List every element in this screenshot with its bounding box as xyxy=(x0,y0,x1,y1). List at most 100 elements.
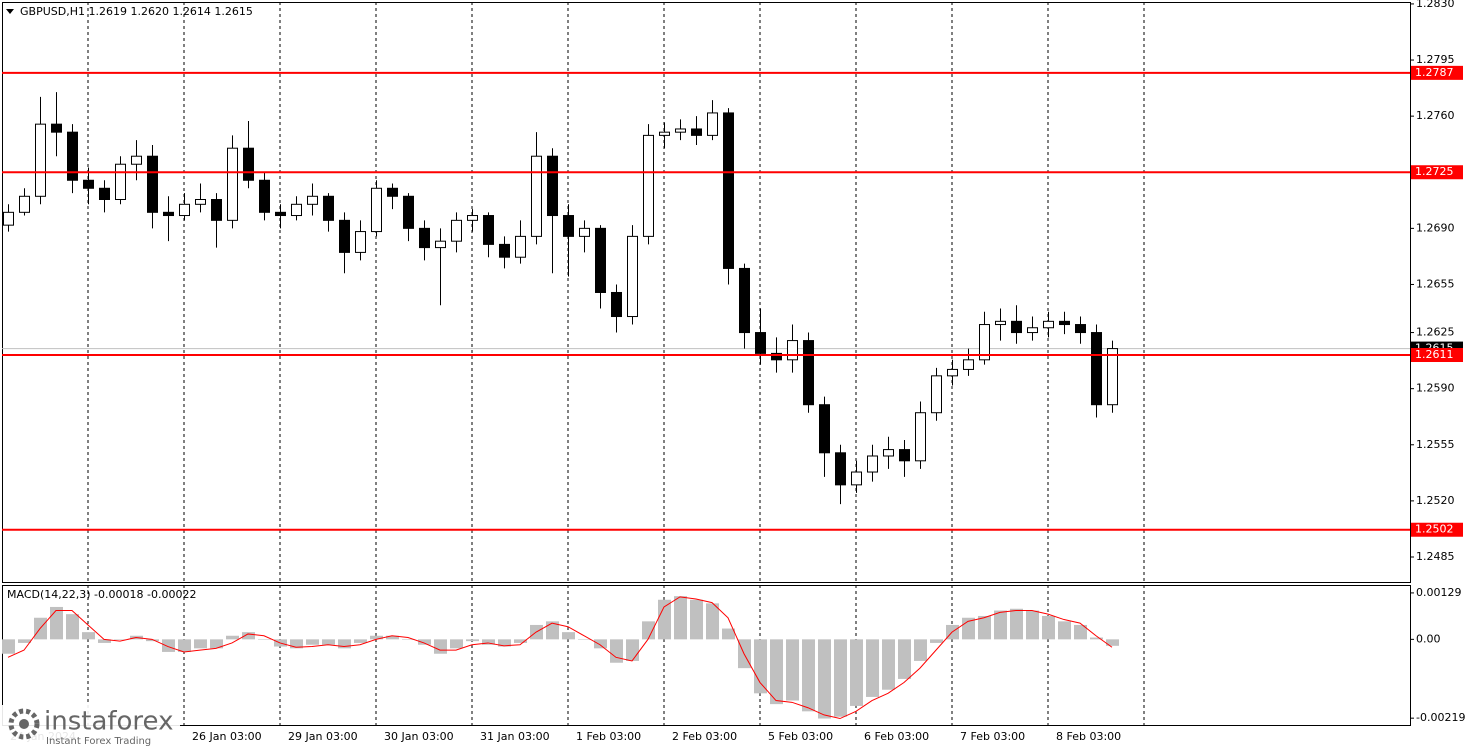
candle-body xyxy=(707,112,718,136)
candle-body xyxy=(259,179,270,213)
candle-body xyxy=(403,195,414,229)
candle-body xyxy=(1107,348,1118,406)
y-tick-label: 1.2760 xyxy=(1416,109,1455,122)
y-tick-label: 1.2625 xyxy=(1416,326,1455,339)
candle-body xyxy=(979,324,990,361)
macd-bar xyxy=(354,639,367,643)
y-tick-label: 1.2555 xyxy=(1416,438,1455,451)
macd-bar xyxy=(66,614,79,640)
level-label: 1.2787 xyxy=(1415,66,1454,79)
macd-bar xyxy=(754,639,767,694)
macd-bar xyxy=(226,635,239,640)
candle xyxy=(467,209,478,232)
macd-bar xyxy=(706,603,719,640)
candle xyxy=(947,359,958,386)
candle xyxy=(371,180,382,237)
candle xyxy=(787,324,798,373)
candle-body xyxy=(387,187,398,197)
macd-bar xyxy=(306,639,319,645)
macd-bar xyxy=(626,639,639,661)
candle xyxy=(243,120,254,189)
x-tick-label: 5 Feb 03:00 xyxy=(768,730,833,743)
candle-body xyxy=(227,147,238,221)
candle xyxy=(51,92,62,157)
macd-bar xyxy=(98,639,111,643)
macd-bar xyxy=(770,639,783,705)
candle-body xyxy=(419,227,430,249)
macd-bar xyxy=(370,635,383,640)
macd-bar xyxy=(466,639,479,642)
macd-bar xyxy=(674,596,687,640)
candle xyxy=(1011,305,1022,344)
candle xyxy=(915,401,926,469)
candle xyxy=(387,183,398,210)
candle xyxy=(35,96,46,205)
macd-bar xyxy=(322,639,335,645)
candle xyxy=(307,183,318,216)
candle-body xyxy=(131,155,142,165)
macd-bar xyxy=(2,639,15,654)
macd-bar xyxy=(242,632,255,640)
candle xyxy=(115,156,126,205)
candle xyxy=(707,100,718,141)
candle xyxy=(995,308,1006,341)
macd-bar xyxy=(866,639,879,697)
candle-body xyxy=(723,112,734,269)
y-tick-label: 0.00129 xyxy=(1416,586,1462,599)
candle xyxy=(3,204,14,232)
candle xyxy=(627,225,638,325)
candle-body xyxy=(499,243,510,258)
candle-body xyxy=(275,211,286,217)
candle xyxy=(323,193,334,232)
watermark-box xyxy=(0,705,180,750)
candle-body xyxy=(3,211,14,226)
macd-title: MACD(14,22,3) -0.00018 -0.00022 xyxy=(7,588,196,601)
candle xyxy=(499,236,510,269)
candle xyxy=(163,196,174,242)
candle-body xyxy=(291,203,302,217)
y-tick-label: 1.2655 xyxy=(1416,277,1455,290)
macd-bar xyxy=(914,639,927,661)
macd-bar xyxy=(834,639,847,717)
candle xyxy=(179,193,190,221)
candle xyxy=(835,444,846,505)
macd-bar xyxy=(898,639,911,679)
macd-bar xyxy=(658,599,671,640)
macd-bar xyxy=(594,639,607,649)
candle xyxy=(1091,324,1102,418)
candle-body xyxy=(83,179,94,189)
candle-body xyxy=(195,199,206,205)
macd-bar xyxy=(978,615,991,640)
y-tick-label: 1.2690 xyxy=(1416,221,1455,234)
macd-bar xyxy=(258,639,271,640)
candle xyxy=(1075,316,1086,344)
candle-body xyxy=(147,155,158,213)
candle xyxy=(355,220,366,261)
x-tick-label: 26 Jan 03:00 xyxy=(192,730,262,743)
candle xyxy=(339,212,350,274)
x-tick-label: 29 Jan 03:00 xyxy=(288,730,358,743)
macd-bar xyxy=(546,621,559,640)
macd-bar xyxy=(786,639,799,701)
watermark-gear xyxy=(8,708,40,740)
candle-body xyxy=(627,235,638,318)
macd-bar xyxy=(386,635,399,640)
x-tick-label: 8 Feb 03:00 xyxy=(1056,730,1121,743)
candle xyxy=(1059,311,1070,335)
candle xyxy=(515,220,526,264)
candle xyxy=(147,144,158,229)
level-label: 1.2725 xyxy=(1415,165,1454,178)
title: GBPUSD,H1 1.2619 1.2620 1.2614 1.2615 xyxy=(6,5,253,18)
macd-bar xyxy=(1042,615,1055,640)
candle xyxy=(19,188,30,216)
macd-bar xyxy=(610,639,623,663)
candle-body xyxy=(851,471,862,486)
candle-body xyxy=(819,404,830,454)
macd-bar xyxy=(114,639,127,640)
macd-bar xyxy=(818,639,831,719)
candle xyxy=(259,172,270,221)
candle-body xyxy=(1027,327,1038,334)
candle-body xyxy=(67,131,78,181)
candle-body xyxy=(323,195,334,221)
macd-bar xyxy=(690,599,703,640)
